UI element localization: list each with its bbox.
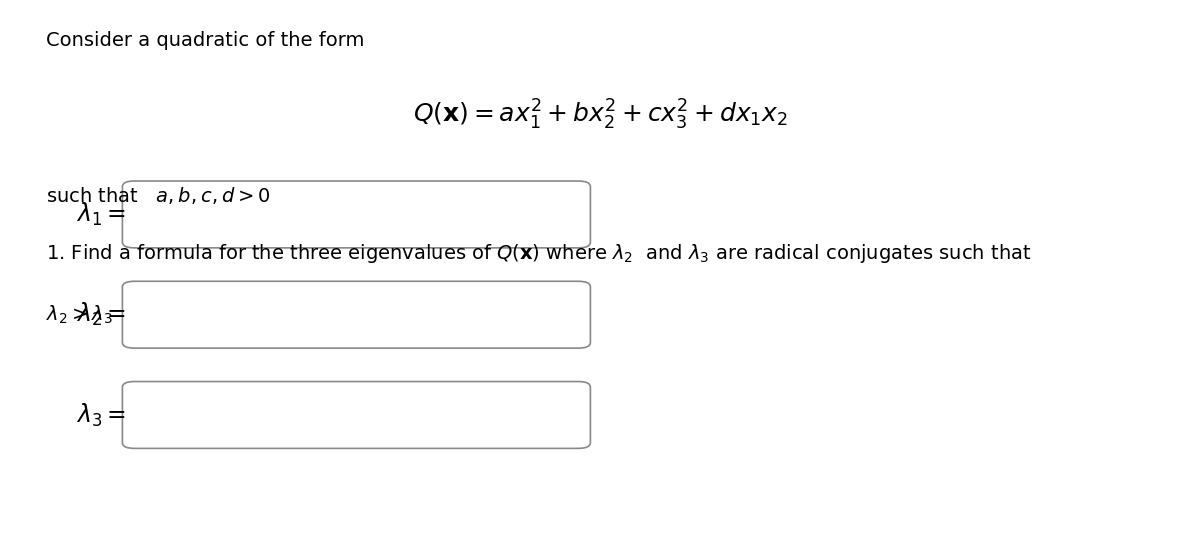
Text: $Q(\mathbf{x}) = ax_1^2 + bx_2^2 + cx_3^2 + dx_1x_2$: $Q(\mathbf{x}) = ax_1^2 + bx_2^2 + cx_3^… bbox=[413, 97, 787, 131]
FancyBboxPatch shape bbox=[122, 181, 590, 248]
Text: $\lambda_3 =$: $\lambda_3 =$ bbox=[76, 402, 126, 428]
FancyBboxPatch shape bbox=[122, 382, 590, 448]
Text: $\lambda_1 =$: $\lambda_1 =$ bbox=[76, 201, 126, 228]
Text: 1. Find a formula for the three eigenvalues of $Q(\mathbf{x})$ where $\lambda_2$: 1. Find a formula for the three eigenval… bbox=[46, 242, 1031, 265]
Text: Consider a quadratic of the form: Consider a quadratic of the form bbox=[46, 31, 364, 50]
Text: $\lambda_2 > \lambda_3$: $\lambda_2 > \lambda_3$ bbox=[46, 304, 113, 326]
Text: $\lambda_2 =$: $\lambda_2 =$ bbox=[76, 301, 126, 328]
Text: such that   $a, b, c, d > 0$: such that $a, b, c, d > 0$ bbox=[46, 185, 270, 206]
FancyBboxPatch shape bbox=[122, 281, 590, 348]
